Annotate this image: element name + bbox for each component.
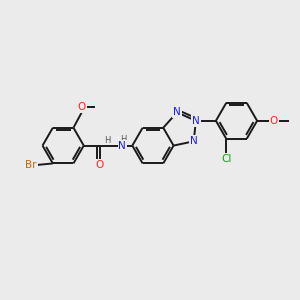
Text: H: H (121, 135, 127, 144)
Text: O: O (269, 116, 278, 126)
Text: N: N (173, 107, 181, 117)
Text: N: N (118, 141, 126, 151)
Text: H: H (104, 136, 111, 145)
Text: O: O (96, 160, 104, 170)
Text: O: O (78, 102, 86, 112)
Text: N: N (192, 116, 200, 126)
Text: Cl: Cl (221, 154, 231, 164)
Text: Br: Br (25, 160, 37, 170)
Text: N: N (190, 136, 198, 146)
